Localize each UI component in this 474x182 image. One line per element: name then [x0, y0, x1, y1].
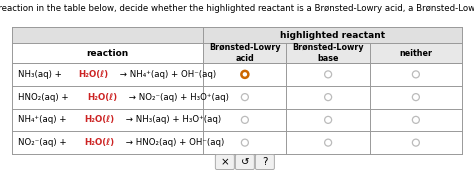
Text: ↺: ↺: [240, 157, 249, 167]
Text: ?: ?: [262, 157, 268, 167]
Text: H₂O(ℓ): H₂O(ℓ): [78, 70, 108, 79]
Text: ×: ×: [220, 157, 229, 167]
Bar: [12, 27, 462, 154]
Text: → NH₄⁺(aq) + OH⁻(aq): → NH₄⁺(aq) + OH⁻(aq): [117, 70, 216, 79]
FancyBboxPatch shape: [255, 155, 274, 169]
Bar: [12, 27, 462, 43]
Text: NH₄⁺(aq) +: NH₄⁺(aq) +: [18, 115, 69, 124]
Text: H₂O(ℓ): H₂O(ℓ): [87, 93, 117, 102]
Text: neither: neither: [400, 48, 432, 58]
Bar: [203, 43, 462, 63]
Text: highlighted reactant: highlighted reactant: [280, 31, 385, 39]
Text: NO₂⁻(aq) +: NO₂⁻(aq) +: [18, 138, 69, 147]
Text: H₂O(ℓ): H₂O(ℓ): [84, 115, 114, 124]
Text: Brønsted-Lowry
base: Brønsted-Lowry base: [292, 43, 364, 63]
Text: NH₃(aq) +: NH₃(aq) +: [18, 70, 64, 79]
Text: HNO₂(aq) +: HNO₂(aq) +: [18, 93, 72, 102]
Text: For each chemical reaction in the table below, decide whether the highlighted re: For each chemical reaction in the table …: [0, 4, 474, 13]
Text: → HNO₂(aq) + OH⁻(aq): → HNO₂(aq) + OH⁻(aq): [123, 138, 224, 147]
FancyBboxPatch shape: [236, 155, 255, 169]
Text: → NO₂⁻(aq) + H₃O⁺(aq): → NO₂⁻(aq) + H₃O⁺(aq): [126, 93, 228, 102]
FancyBboxPatch shape: [215, 155, 234, 169]
Text: Brønsted-Lowry
acid: Brønsted-Lowry acid: [209, 43, 281, 63]
Text: reaction: reaction: [86, 48, 129, 58]
Text: → NH₃(aq) + H₃O⁺(aq): → NH₃(aq) + H₃O⁺(aq): [123, 115, 221, 124]
Text: H₂O(ℓ): H₂O(ℓ): [84, 138, 114, 147]
